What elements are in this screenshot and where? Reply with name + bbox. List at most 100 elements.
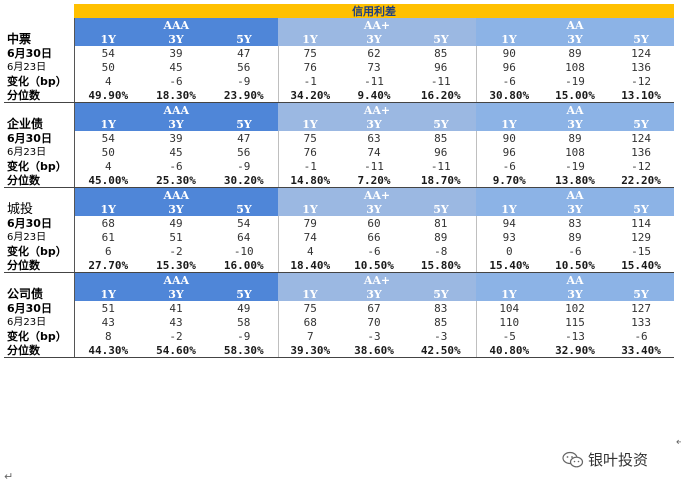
tenor-header-row: 公司债 1Y 3Y 5Y 1Y 3Y 5Y 1Y 3Y 5Y	[4, 287, 675, 301]
row-label: 6月23日	[4, 315, 75, 329]
spread-cell: 79	[277, 216, 342, 230]
row-label: 分位数	[4, 343, 75, 358]
spread-cell: -6	[169, 74, 183, 88]
tenor-header: 5Y	[406, 287, 476, 301]
spread-cell: -6	[367, 244, 381, 258]
rating-group-header: AA+	[278, 187, 476, 202]
spread-cell: 89	[568, 230, 582, 244]
tenor-header: 5Y	[210, 32, 278, 46]
tenor-header: 5Y	[210, 117, 278, 131]
rating-group-header: AA+	[278, 102, 476, 117]
table-row: 6月30日 54 39 47 75 63 85 90 89 124	[4, 131, 674, 145]
table-row: 6月23日 61 51 64 74 66 89 93 89 129	[4, 230, 674, 244]
spread-cell: 54	[73, 46, 142, 60]
spread-cell: 23.90%	[210, 88, 278, 103]
row-label: 分位数	[4, 173, 75, 188]
spread-cell: 4	[277, 244, 342, 258]
rating-group-header: AA	[476, 187, 675, 202]
table-row: 分位数 44.30% 54.60% 58.30% 39.30% 38.60% 42.50% 4…	[4, 343, 675, 358]
table-row: 6月30日 54 39 47 75 62 85 90 89 124	[4, 46, 674, 60]
spread-cell: -13	[565, 329, 585, 343]
spread-cell: -3	[367, 329, 381, 343]
row-label: 6月23日	[4, 60, 75, 74]
tenor-header: 1Y	[476, 287, 542, 301]
spread-cell: 74	[367, 145, 381, 159]
spread-cell: 49	[237, 301, 251, 315]
spread-cell: 58	[237, 315, 251, 329]
rating-group-header: AAA	[74, 102, 278, 117]
spread-cell: -9	[237, 74, 251, 88]
spread-cell: -2	[169, 329, 183, 343]
row-label: 变化（bp）	[4, 74, 75, 88]
spread-cell: 83	[568, 216, 582, 230]
spread-cell: 50	[73, 145, 142, 159]
table-row: 6月23日 50 45 56 76 73 96 96 108 136	[4, 60, 674, 74]
spread-cell: 4	[73, 74, 142, 88]
spread-cell: 136	[631, 60, 651, 74]
spread-cell: 96	[475, 60, 542, 74]
spread-cell: 136	[631, 145, 651, 159]
table-row: 6月30日 68 49 54 79 60 81 94 83 114	[4, 216, 674, 230]
spread-cell: 81	[434, 216, 448, 230]
rating-group-header: AA	[476, 18, 675, 32]
spread-cell: 94	[475, 216, 542, 230]
spread-cell: -1	[277, 74, 342, 88]
tenor-header: 3Y	[142, 202, 210, 216]
spread-cell: 38.60%	[342, 343, 406, 358]
spread-cell: 85	[434, 46, 448, 60]
spread-cell: 68	[73, 216, 142, 230]
spread-cell: 108	[565, 145, 585, 159]
table-row: 分位数 45.00% 25.30% 30.20% 14.80% 7.20% 18.70% 9.…	[4, 173, 675, 188]
spread-cell: 67	[367, 301, 381, 315]
spread-cell: -6	[169, 159, 183, 173]
spread-cell: 45	[169, 60, 183, 74]
return-mark: ↵	[4, 470, 14, 483]
watermark: 银叶投资	[562, 449, 648, 470]
spread-cell: 18.70%	[406, 173, 476, 188]
spread-cell: 47	[237, 131, 251, 145]
tenor-header: 5Y	[406, 117, 476, 131]
tenor-header: 5Y	[608, 117, 675, 131]
rating-group-header: AA	[476, 272, 675, 287]
tenor-header-row: 中票 1Y 3Y 5Y 1Y 3Y 5Y 1Y 3Y 5Y	[4, 32, 675, 46]
row-label: 变化（bp）	[4, 244, 75, 258]
spread-cell: 104	[475, 301, 542, 315]
tenor-header: 3Y	[342, 202, 406, 216]
spread-cell: 62	[367, 46, 381, 60]
spread-cell: -6	[568, 244, 582, 258]
tenor-header: 5Y	[210, 287, 278, 301]
spread-cell: 43	[73, 315, 142, 329]
tenor-header: 5Y	[608, 287, 675, 301]
spread-cell: 13.80%	[542, 173, 608, 188]
spread-cell: -2	[169, 244, 183, 258]
spread-cell: 83	[434, 301, 448, 315]
row-label: 6月30日	[4, 216, 75, 230]
spread-cell: 15.40%	[608, 258, 675, 273]
spread-cell: 124	[631, 46, 651, 60]
tenor-header: 5Y	[608, 32, 675, 46]
tenor-header: 3Y	[142, 287, 210, 301]
section-label-top	[4, 272, 75, 287]
spread-cell: 50	[73, 60, 142, 74]
rating-group-header: AAA	[74, 272, 278, 287]
spread-cell: 66	[367, 230, 381, 244]
group-header-row: AAA AA+ AA	[4, 102, 675, 117]
tenor-header: 3Y	[142, 32, 210, 46]
spread-cell: 49.90%	[73, 88, 142, 103]
spread-cell: 75	[277, 46, 342, 60]
spread-cell: 49	[169, 216, 183, 230]
section-label-top	[4, 102, 75, 117]
spread-cell: 115	[565, 315, 585, 329]
spread-cell: 15.00%	[542, 88, 608, 103]
tenor-header: 3Y	[542, 32, 608, 46]
spread-cell: 39.30%	[277, 343, 342, 358]
tenor-header: 1Y	[74, 32, 142, 46]
spread-cell: -11	[364, 74, 384, 88]
group-header-row: AAA AA+ AA	[4, 272, 675, 287]
spread-cell: -6	[475, 159, 542, 173]
spread-cell: 102	[565, 301, 585, 315]
spread-cell: 27.70%	[73, 258, 142, 273]
spread-cell: 42.50%	[406, 343, 476, 358]
spread-cell: 30.20%	[210, 173, 278, 188]
spread-cell: 47	[237, 46, 251, 60]
